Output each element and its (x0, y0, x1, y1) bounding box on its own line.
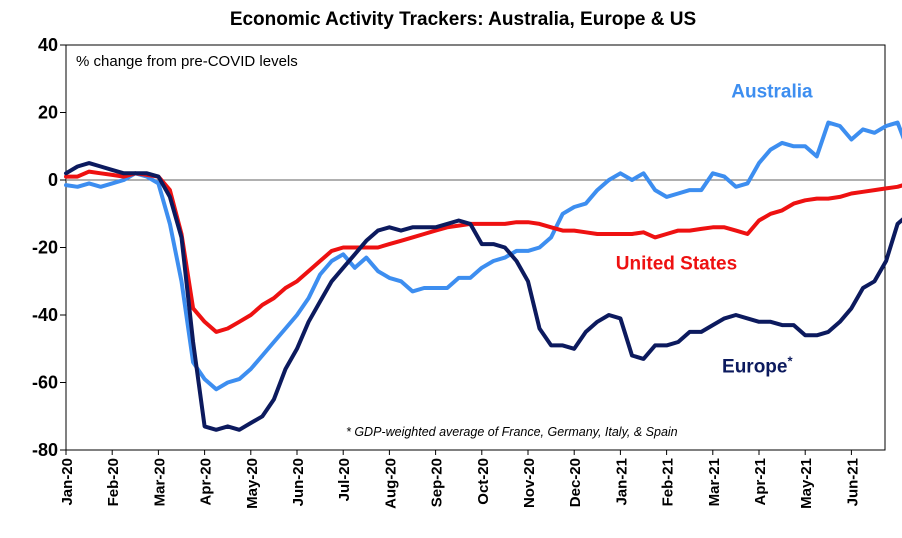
x-tick-label: Sep-20 (429, 458, 446, 507)
europe-label: Europe* (722, 353, 793, 377)
x-axis: Jan-20 Feb-20 Mar-20 Apr-20 May-20 Jun-20 Jul-… (59, 450, 861, 509)
y-tick-label: -60 (32, 373, 58, 393)
x-tick-label: Mar-21 (706, 458, 723, 506)
x-tick-label: Jun-21 (844, 458, 861, 506)
y-tick-label: 20 (38, 103, 58, 123)
y-axis: 40 20 0 -20 -40 -60 -80 (32, 35, 66, 460)
x-tick-label: Jan-20 (59, 458, 76, 506)
australia-line (64, 120, 902, 392)
x-tick-label: Jun-20 (290, 458, 307, 506)
y-tick-label: -20 (32, 238, 58, 258)
series-labels: Australia United States Europe* (616, 81, 813, 377)
x-tick-label: Aug-20 (382, 458, 399, 509)
chart-subtitle: % change from pre-COVID levels (76, 53, 298, 70)
europe-line (64, 161, 902, 432)
x-tick-label: Dec-20 (567, 458, 584, 507)
x-tick-label: Nov-20 (521, 458, 538, 508)
x-tick-label: Apr-20 (198, 458, 215, 506)
australia-label: Australia (731, 81, 813, 102)
united-states-label: United States (616, 253, 737, 274)
y-tick-label: 0 (48, 170, 58, 190)
x-tick-label: Feb-21 (660, 458, 677, 506)
chart-title: Economic Activity Trackers: Australia, E… (230, 9, 696, 30)
y-tick-label: -40 (32, 305, 58, 325)
x-tick-label: Mar-20 (151, 458, 168, 506)
x-tick-label: Jul-20 (336, 458, 353, 501)
europe-label-text: Europe (722, 356, 787, 377)
x-tick-label: May-21 (798, 458, 815, 509)
chart-footnote: * GDP-weighted average of France, German… (346, 425, 678, 439)
series-lines (64, 120, 902, 432)
plot-frame (65, 44, 886, 451)
x-tick-label: Jan-21 (613, 458, 630, 506)
x-tick-label: Oct-20 (475, 458, 492, 505)
x-tick-label: Feb-20 (105, 458, 122, 506)
united-states-line (64, 169, 902, 334)
x-tick-label: Apr-21 (752, 458, 769, 506)
y-tick-label: 40 (38, 35, 58, 55)
x-tick-label: May-20 (244, 458, 261, 509)
europe-label-asterisk: * (787, 353, 793, 368)
y-tick-label: -80 (32, 440, 58, 460)
